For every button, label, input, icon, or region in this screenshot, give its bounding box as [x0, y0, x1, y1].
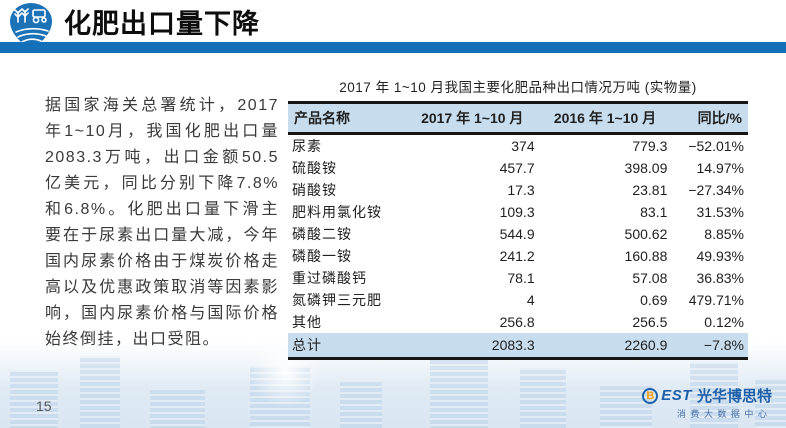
light-glow-decoration	[250, 338, 320, 408]
col-header-2016: 2016 年 1~10 月	[553, 110, 657, 126]
product-name-cell: 磷酸一铵	[292, 248, 352, 264]
total-value-2017: 2083.3	[491, 336, 535, 353]
value-2016-cell: 57.08	[632, 270, 668, 286]
value-2017-cell: 544.9	[499, 226, 535, 242]
yoy-cell: 479.71%	[688, 292, 744, 308]
table-row: 重过磷酸钙 78.1 57.08 36.83%	[288, 267, 748, 289]
yoy-cell: 8.85%	[704, 226, 744, 242]
table-row: 氮磷钾三元肥 4 0.69 479.71%	[288, 289, 748, 311]
best-logo-subtitle: 消费大数据中心	[676, 409, 772, 419]
value-2017-cell: 374	[511, 138, 535, 154]
value-2016-cell: 23.81	[632, 182, 668, 198]
agriculture-pin-logo-icon	[10, 3, 52, 51]
page-number: 15	[36, 398, 52, 414]
total-value-2016: 2260.9	[624, 336, 668, 353]
table-row: 肥料用氯化铵 109.3 83.1 31.53%	[288, 201, 748, 223]
table-row: 硝酸铵 17.3 23.81 −27.34%	[288, 179, 748, 201]
best-logo-b-icon: B	[642, 387, 659, 404]
table-row: 磷酸一铵 241.2 160.88 49.93%	[288, 245, 748, 267]
yoy-cell: 49.93%	[696, 248, 744, 264]
product-name-cell: 硝酸铵	[292, 182, 337, 198]
product-name-cell: 尿素	[292, 138, 322, 154]
table-total-row: 总计 2083.3 2260.9 −7.8%	[288, 333, 748, 358]
table-row: 磷酸二铵 544.9 500.62 8.85%	[288, 223, 748, 245]
city-skyline-background	[0, 338, 786, 428]
product-name-cell: 其他	[292, 314, 322, 330]
summary-paragraph: 据国家海关总署统计，2017年1~10月，我国化肥出口量2083.3万吨，出口金…	[45, 97, 279, 348]
product-name-cell: 硫酸铵	[292, 160, 337, 176]
best-logo-est: EST	[661, 387, 692, 404]
yoy-cell: 14.97%	[696, 160, 744, 176]
value-2016-cell: 398.09	[624, 160, 668, 176]
value-2016-cell: 256.5	[632, 314, 668, 330]
table-row: 硫酸铵 457.7 398.09 14.97%	[288, 157, 748, 179]
value-2017-cell: 457.7	[499, 160, 535, 176]
product-name-cell: 磷酸二铵	[292, 226, 352, 242]
value-2016-cell: 160.88	[624, 248, 668, 264]
yoy-cell: 36.83%	[696, 270, 744, 286]
best-logo-name: 光华博思特	[696, 388, 772, 405]
product-name-cell: 重过磷酸钙	[292, 270, 367, 286]
product-name-cell: 肥料用氯化铵	[292, 204, 382, 220]
title-divider-bar	[0, 42, 786, 53]
table-row: 尿素 374 779.3 −52.01%	[288, 134, 748, 158]
yoy-cell: 31.53%	[696, 204, 744, 220]
table-body: 尿素 374 779.3 −52.01% 硫酸铵 457.7 398.09 14.97% 硝酸铵…	[288, 134, 748, 334]
value-2017-cell: 78.1	[507, 270, 535, 286]
page-title: 化肥出口量下降	[64, 8, 260, 39]
product-name-cell: 氮磷钾三元肥	[292, 292, 382, 308]
yoy-cell: −52.01%	[688, 138, 744, 154]
value-2017-cell: 109.3	[499, 204, 535, 220]
table-row: 其他 256.8 256.5 0.12%	[288, 311, 748, 333]
total-label: 总计	[292, 336, 322, 353]
col-header-yoy: 同比/%	[697, 110, 742, 126]
best-brand-logo: B EST 光华博思特 消费大数据中心	[642, 385, 772, 420]
total-yoy: −7.8%	[703, 336, 744, 353]
table-title: 2017 年 1~10 月我国主要化肥品种出口情况万吨 (实物量)	[339, 80, 697, 95]
value-2017-cell: 17.3	[507, 182, 535, 198]
value-2016-cell: 500.62	[624, 226, 668, 242]
yoy-cell: −27.34%	[688, 182, 744, 198]
value-2017-cell: 256.8	[499, 314, 535, 330]
fertilizer-export-table: 产品名称 2017 年 1~10 月 2016 年 1~10 月 同比/% 尿素…	[288, 101, 748, 360]
value-2016-cell: 83.1	[640, 204, 668, 220]
export-table-section: 2017 年 1~10 月我国主要化肥品种出口情况万吨 (实物量) 产品名称 2…	[288, 76, 748, 360]
value-2017-cell: 4	[526, 292, 535, 308]
table-header: 产品名称 2017 年 1~10 月 2016 年 1~10 月 同比/%	[288, 102, 748, 134]
value-2017-cell: 241.2	[499, 248, 535, 264]
col-header-2017: 2017 年 1~10 月	[421, 110, 524, 126]
value-2016-cell: 779.3	[632, 138, 668, 154]
col-header-product: 产品名称	[294, 110, 350, 126]
yoy-cell: 0.12%	[704, 314, 744, 330]
slide-header: 化肥出口量下降	[0, 0, 786, 51]
value-2016-cell: 0.69	[640, 292, 668, 308]
